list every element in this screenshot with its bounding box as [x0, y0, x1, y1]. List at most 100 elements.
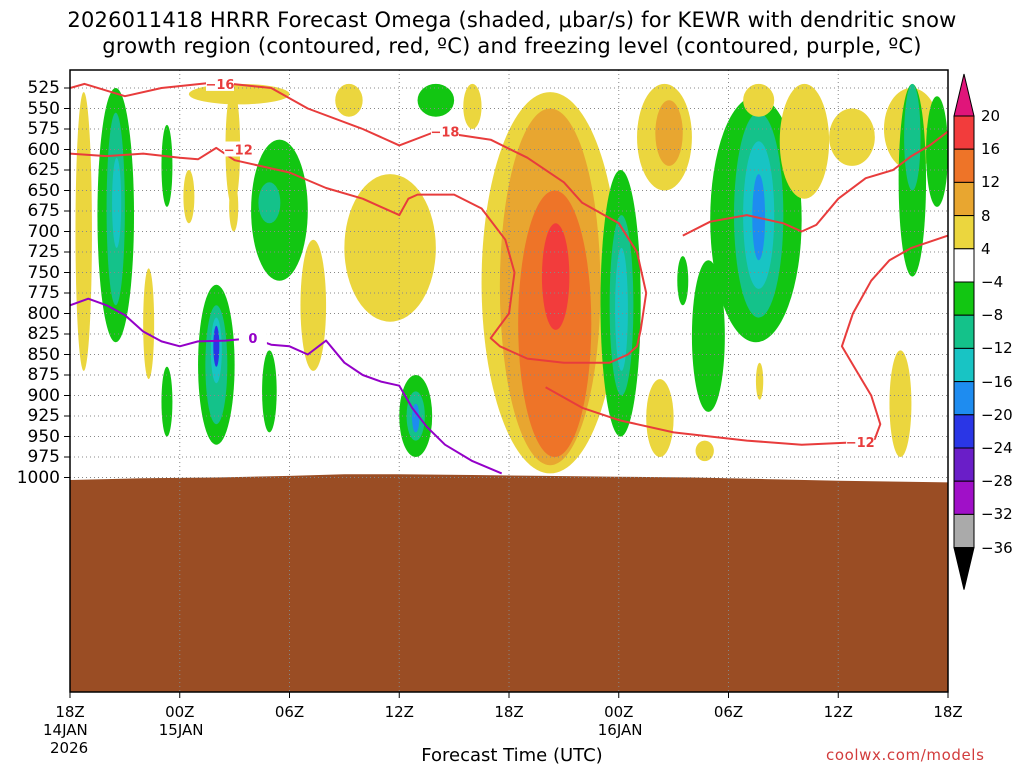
y-tick-label: 550 [27, 98, 60, 119]
colorbar-bin-2 [953, 148, 975, 183]
x-tick-label: 18Z [494, 703, 524, 721]
omega-region-20 [344, 174, 436, 322]
omega-region-35 [646, 379, 674, 457]
colorbar-bin-7 [953, 314, 975, 349]
x-axis-title: Forecast Time (UTC) [421, 745, 603, 766]
contour-label--12-1: −12 [224, 144, 253, 159]
colorbar-bin-5 [953, 248, 975, 283]
colorbar-label: −4 [981, 273, 1004, 291]
y-tick-label: 775 [27, 283, 60, 303]
omega-region-36 [677, 256, 689, 306]
x-date-label: 15JAN [158, 721, 204, 739]
y-tick-label: 525 [27, 78, 60, 98]
omega-region-43 [743, 83, 775, 117]
chart-title-line-1: 2026011418 HRRR Forecast Omega (shaded, … [67, 8, 957, 32]
x-tick-label: 00Z [604, 703, 634, 721]
x-tick-label: 18Z [55, 703, 85, 721]
contour-0 [70, 297, 503, 475]
x-tick-label: 12Z [384, 703, 414, 721]
x-tick-label: 06Z [713, 703, 744, 721]
y-tick-label: 925 [27, 406, 60, 426]
colorbar-label: 4 [981, 239, 991, 258]
colorbar-bin-6 [953, 281, 975, 316]
colorbar-bin-8 [953, 347, 975, 383]
omega-field: −18 −16 −12 −12 0 [70, 70, 948, 692]
colorbar-label: −36 [981, 538, 1013, 557]
omega-region-6 [161, 124, 173, 207]
colorbar-label: 8 [981, 206, 991, 225]
y-tick-label: 1000 [16, 467, 60, 488]
colorbar-label: −20 [981, 405, 1013, 424]
contour-label-bg [846, 434, 875, 450]
omega-region-12 [213, 325, 220, 367]
chart-title-line-2: growth region (contoured, red, ºC) and f… [102, 34, 922, 58]
colorbar-bin-3 [953, 181, 975, 217]
contour--12b [682, 130, 948, 237]
y-tick-label: 825 [27, 324, 60, 344]
omega-region-47 [889, 350, 912, 458]
y-tick-label: 950 [27, 426, 60, 447]
omega-region-44 [779, 83, 830, 199]
colorbar-bin-9 [953, 381, 975, 416]
omega-region-7 [183, 170, 195, 224]
colorbar-label: −8 [981, 306, 1004, 325]
y-tick-label: 600 [27, 139, 60, 160]
omega-region-34 [655, 100, 683, 166]
x-tick-label: 06Z [274, 703, 305, 721]
y-tick-label: 975 [27, 447, 60, 467]
omega-region-13 [229, 182, 239, 232]
omega-region-24 [417, 83, 455, 117]
contour-label-bg [238, 330, 267, 346]
colorbar-label: −24 [981, 439, 1013, 457]
omega-region-50 [904, 83, 921, 191]
omega-region-25 [463, 83, 482, 129]
colorbar-bin-1 [953, 115, 975, 150]
omega-region-45 [829, 108, 875, 166]
colorbar-label: −16 [981, 372, 1013, 391]
colorbar-bin-11 [953, 447, 975, 482]
x-tick-label: 18Z [933, 703, 963, 721]
colorbar-label: −12 [981, 339, 1013, 358]
x-tick-label: 12Z [823, 703, 853, 721]
contour-label--18-0: −18 [430, 125, 459, 140]
contour--12 [545, 234, 948, 446]
colorbar-bin-13 [953, 513, 975, 549]
omega-region-37 [691, 260, 725, 412]
omega-region-19 [335, 83, 363, 117]
contour-label--18-1: −16 [205, 78, 234, 93]
x-date-label: 14JAN [43, 721, 88, 739]
y-tick-label: 875 [27, 365, 60, 385]
x-tick-label: 00Z [165, 703, 195, 721]
omega-region-16 [258, 182, 281, 224]
omega-region-4 [143, 268, 155, 380]
y-tick-label: 900 [27, 385, 60, 406]
y-tick-label: 850 [27, 344, 60, 365]
contour-label-0-0: 0 [248, 332, 257, 347]
omega-region-14 [188, 83, 290, 105]
colorbar-label: 20 [981, 107, 1001, 125]
colorbar-label: −32 [981, 505, 1013, 524]
y-tick-label: 750 [27, 262, 60, 283]
colorbar-label: 12 [981, 173, 1001, 192]
colorbar-top-triangle [953, 73, 975, 117]
omega-region-0 [75, 92, 92, 371]
terrain-fill [70, 474, 948, 692]
colorbar-bin-4 [953, 215, 975, 250]
contour-label--12-0: −12 [846, 436, 875, 451]
x-date-label: 16JAN [597, 721, 643, 739]
omega-region-17 [262, 350, 277, 433]
y-tick-label: 725 [27, 242, 60, 262]
contour-label-bg [205, 75, 234, 91]
colorbar-label: −28 [981, 472, 1013, 491]
omega-region-29 [541, 223, 570, 330]
y-tick-label: 800 [27, 303, 60, 324]
colorbar-label: 16 [981, 140, 1001, 159]
y-tick-label: 575 [27, 119, 60, 139]
contour-label-bg [224, 141, 253, 157]
contour-label-bg [430, 123, 459, 139]
y-tick-label: 700 [27, 221, 60, 242]
colorbar-bin-12 [953, 480, 975, 515]
omega-region-38 [695, 440, 714, 462]
